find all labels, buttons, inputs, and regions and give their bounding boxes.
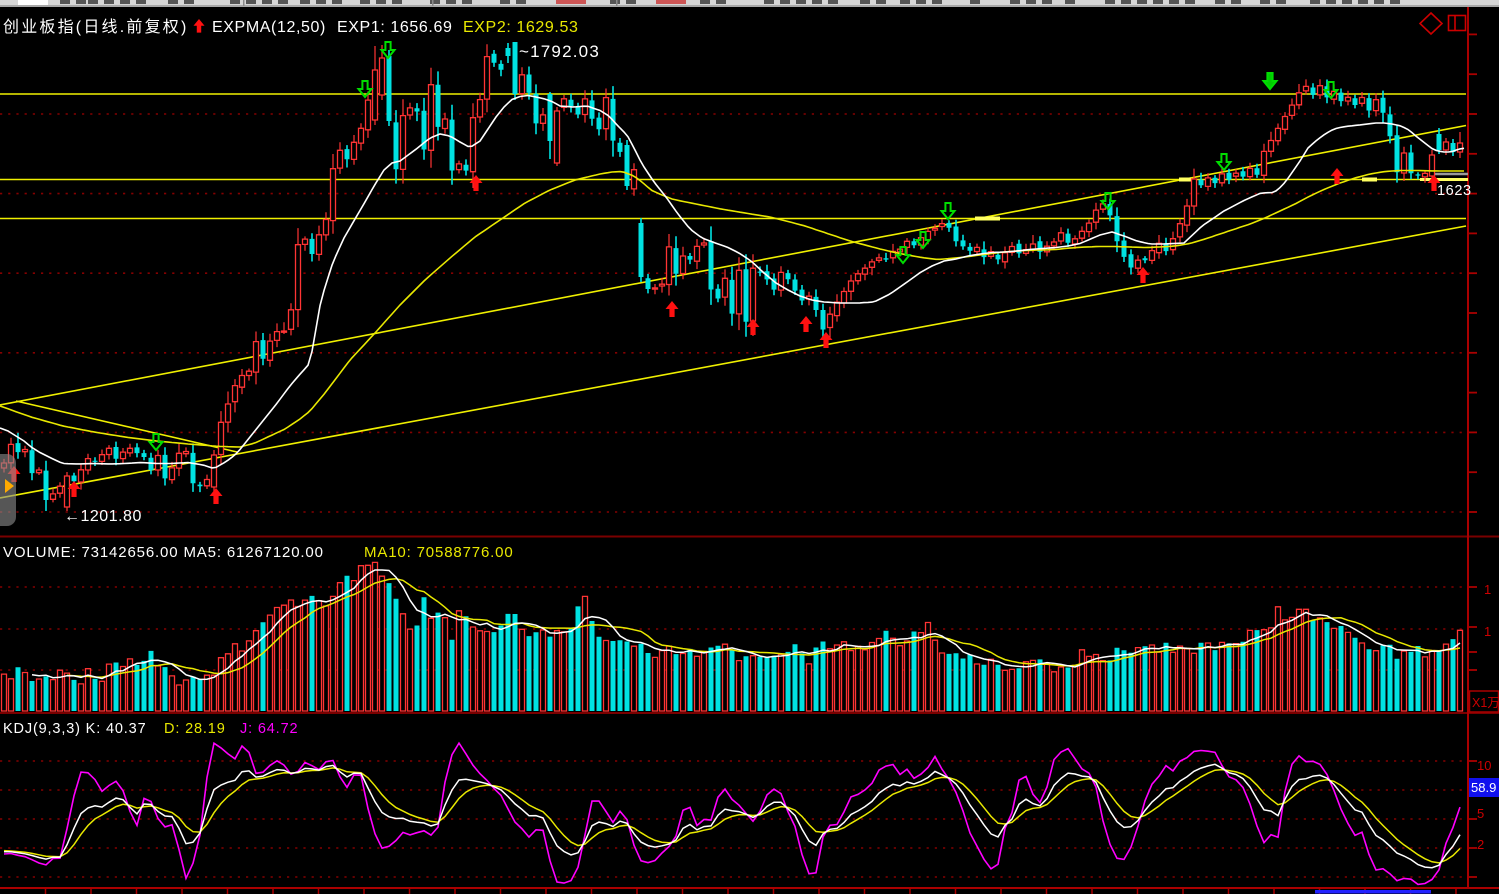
svg-text:2: 2	[1477, 837, 1484, 852]
svg-text:1: 1	[1484, 582, 1491, 597]
svg-text:创业板指(日线.前复权): 创业板指(日线.前复权)	[3, 18, 189, 36]
svg-text:EXP1: 1656.69: EXP1: 1656.69	[337, 19, 452, 36]
svg-text:D: 28.19: D: 28.19	[164, 721, 226, 737]
svg-text:←1201.80: ←1201.80	[64, 508, 142, 525]
svg-text:EXP2: 1629.53: EXP2: 1629.53	[463, 19, 578, 36]
svg-text:MA10: 70588776.00: MA10: 70588776.00	[364, 544, 514, 561]
svg-text:J: 64.72: J: 64.72	[240, 721, 298, 737]
svg-text:1623: 1623	[1437, 183, 1472, 199]
svg-text:~1792.03: ~1792.03	[519, 42, 600, 61]
svg-text:10: 10	[1477, 758, 1491, 773]
svg-text:X1万: X1万	[1472, 696, 1499, 710]
svg-text:VOLUME: 73142656.00 MA5: 61267: VOLUME: 73142656.00 MA5: 61267120.00	[3, 544, 324, 561]
svg-text:KDJ(9,3,3) K: 40.37: KDJ(9,3,3) K: 40.37	[3, 721, 147, 737]
svg-text:58.9: 58.9	[1471, 780, 1496, 795]
svg-text:1: 1	[1484, 624, 1491, 639]
svg-text:EXPMA(12,50): EXPMA(12,50)	[212, 19, 326, 36]
svg-text:5: 5	[1477, 806, 1484, 821]
